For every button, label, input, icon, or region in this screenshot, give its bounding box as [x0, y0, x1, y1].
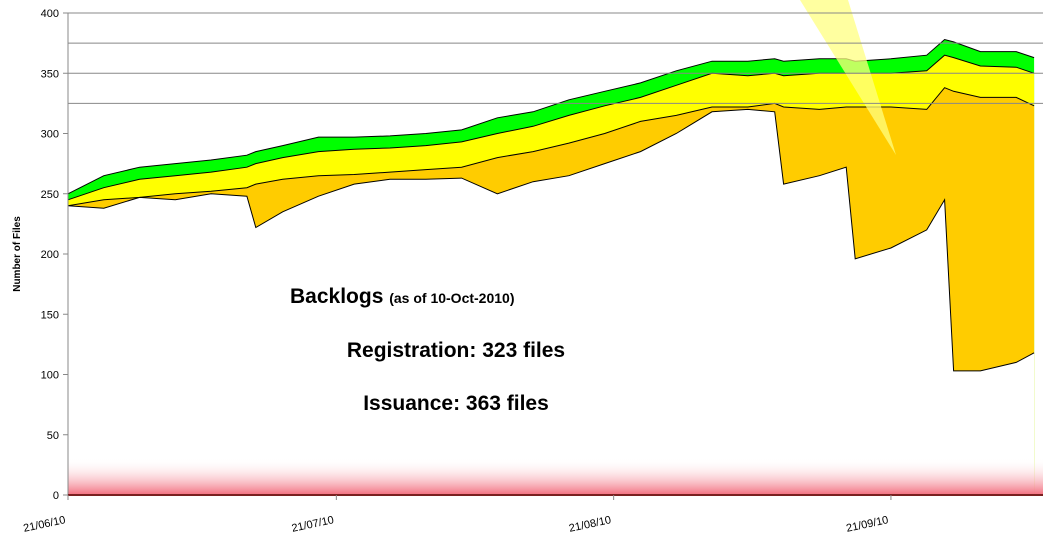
x-tick-label: 21/06/10: [22, 514, 66, 534]
y-tick-label: 400: [41, 8, 59, 20]
annotation-line: Registration: 323 files: [347, 339, 565, 362]
y-tick-label: 100: [41, 370, 59, 382]
area-line: [67, 38, 1035, 195]
x-tick-label: 21/09/10: [845, 514, 889, 534]
y-axis-label: Number of Files: [12, 216, 23, 292]
annotation-title: Backlogs (as of 10-Oct-2010): [290, 285, 515, 308]
y-tick-label: 0: [53, 490, 59, 502]
light-beam: [800, 0, 896, 155]
y-tick-label: 350: [41, 68, 59, 80]
y-tick-label: 150: [41, 309, 59, 321]
area-line: [67, 54, 1035, 201]
x-tick-label: 21/07/10: [291, 514, 335, 534]
annotation-line: Issuance: 363 files: [363, 392, 549, 415]
plot-area: [67, 38, 1035, 496]
y-tick-label: 200: [41, 249, 59, 261]
annotation-title-text: Backlogs: [290, 285, 383, 308]
y-tick-label: 300: [41, 129, 59, 141]
x-tick-label: 21/08/10: [568, 514, 612, 534]
pink-band: [68, 458, 1043, 495]
annotation-note: (as of 10-Oct-2010): [389, 290, 514, 306]
area-line: [67, 87, 1035, 207]
area-line: [67, 108, 1035, 372]
y-tick-label: 250: [41, 189, 59, 201]
y-tick-label: 50: [47, 430, 59, 442]
area-fill: [68, 109, 1035, 496]
